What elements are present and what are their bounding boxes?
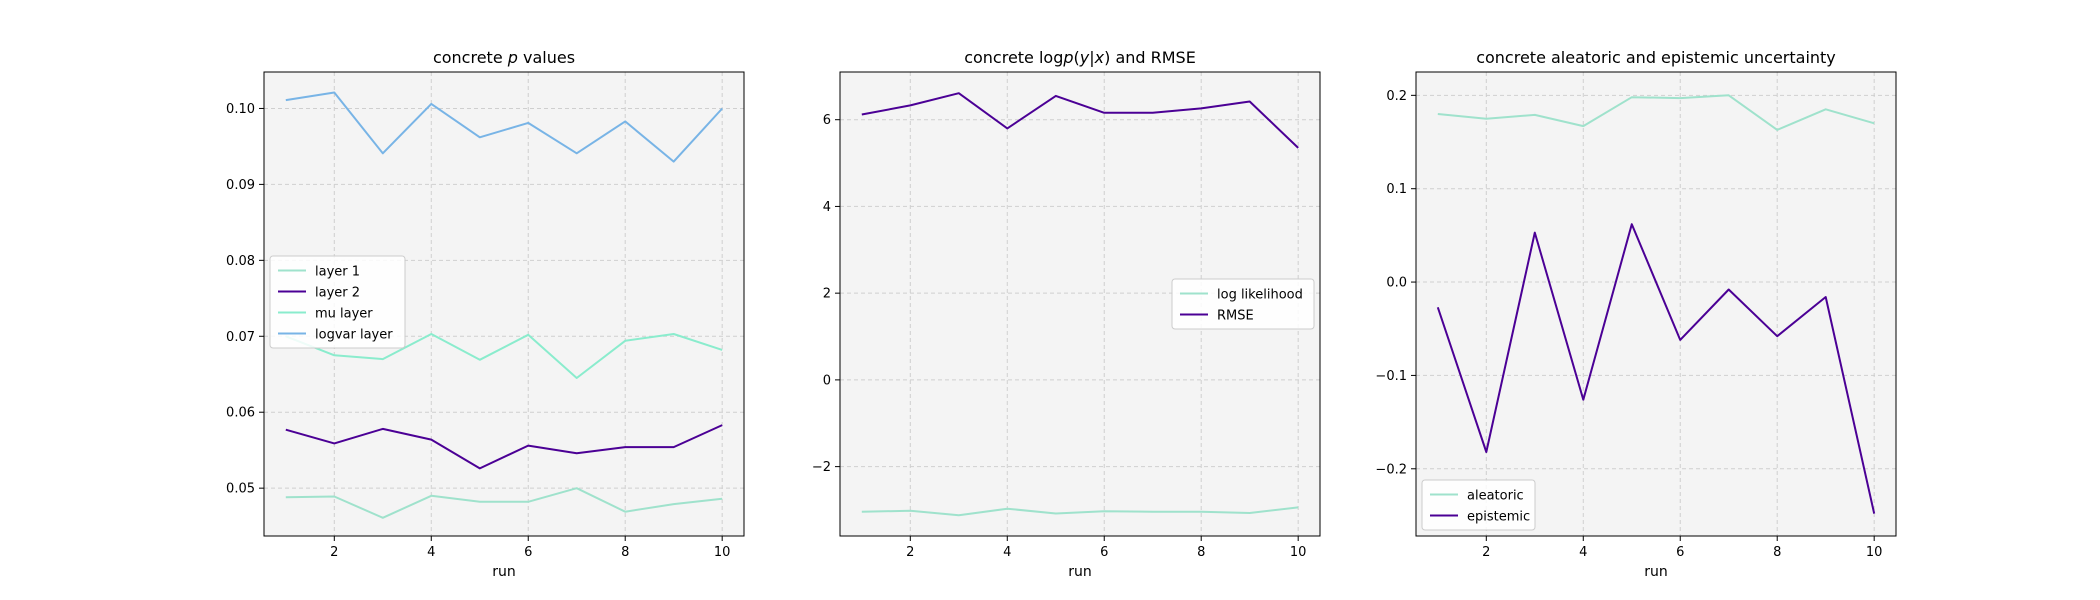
x-tick-label: 10 [714, 545, 731, 560]
x-tick-label: 6 [1100, 545, 1108, 560]
y-tick-label: −0.1 [1375, 369, 1407, 384]
axes-frame [839, 71, 1321, 537]
legend-box [1171, 278, 1315, 330]
x-axis-label: run [1068, 564, 1092, 580]
x-tick-label: 4 [427, 545, 435, 560]
legend-label: logvar layer [315, 328, 393, 343]
legend-box [1421, 479, 1536, 531]
y-tick-label: 0.07 [226, 330, 255, 345]
series-line-layer-2 [285, 424, 723, 470]
x-tick-label: 8 [621, 545, 629, 560]
x-tick-label: 4 [1579, 545, 1587, 560]
series-line-epistemic [1436, 223, 1876, 514]
x-axis-label: run [1644, 564, 1668, 580]
axes-frame [263, 71, 745, 537]
series-line-logvar-layer [285, 91, 723, 163]
x-tick-label: 2 [1482, 545, 1490, 560]
x-tick-label: 6 [524, 545, 532, 560]
x-tick-label: 4 [1003, 545, 1011, 560]
y-tick-label: 0.05 [226, 482, 255, 497]
y-tick-label: 0.0 [1386, 276, 1407, 291]
y-tick-label: 0.06 [226, 406, 255, 421]
x-tick-label: 10 [1290, 545, 1307, 560]
series-line-layer-1 [285, 487, 723, 519]
y-tick-label: 4 [823, 200, 831, 215]
series-line-aleatoric [1437, 94, 1875, 131]
legend-box [269, 255, 406, 349]
series-line-log-likelihood [861, 506, 1299, 517]
series-line-mu-layer [285, 333, 723, 379]
legend-label: layer 1 [315, 265, 360, 280]
y-tick-label: 0.08 [226, 254, 255, 269]
y-tick-label: −0.2 [1375, 462, 1407, 477]
legend: aleatoric epistemic [1421, 479, 1536, 531]
chart-panel-2: 2 4 6 8 10 −2 0 2 4 6 concrete logp(y|x) and RMSE r… [812, 48, 1321, 580]
y-tick-label: 0.1 [1386, 182, 1407, 197]
legend-label: aleatoric [1467, 489, 1524, 504]
chart-title: concrete p values [433, 48, 575, 67]
chart-panel-3: 2 4 6 8 10 −0.2 −0.1 0.0 0.1 0.2 concrete aleatori… [1375, 48, 1897, 580]
legend-label: RMSE [1217, 309, 1254, 324]
x-tick-label: 8 [1773, 545, 1781, 560]
series-line-RMSE [861, 92, 1299, 149]
legend-label: log likelihood [1217, 288, 1303, 303]
y-tick-label: −2 [812, 460, 831, 475]
y-tick-label: 6 [823, 113, 831, 128]
y-tick-label: 0 [823, 373, 831, 388]
y-tick-label: 0.09 [226, 178, 255, 193]
axes-frame [1415, 71, 1897, 537]
y-tick-label: 0.2 [1386, 89, 1407, 104]
x-axis-label: run [492, 564, 516, 580]
x-tick-label: 2 [330, 545, 338, 560]
y-tick-label: 0.10 [226, 102, 255, 117]
x-tick-label: 2 [906, 545, 914, 560]
y-tick-label: 2 [823, 287, 831, 302]
x-tick-label: 8 [1197, 545, 1205, 560]
x-tick-label: 6 [1676, 545, 1684, 560]
plot-area [1416, 72, 1896, 536]
legend-label: epistemic [1467, 510, 1530, 525]
chart-panel-1: 2 4 6 8 10 0.05 0.06 0.07 0.08 0.09 0.10 concrete p… [226, 48, 745, 580]
x-tick-label: 10 [1866, 545, 1883, 560]
chart-title: concrete aleatoric and epistemic uncerta… [1476, 48, 1836, 67]
chart-title: concrete logp(y|x) and RMSE [964, 48, 1196, 67]
legend: log likelihood RMSE [1171, 278, 1315, 330]
legend: layer 1 layer 2 mu layer logvar layer [269, 255, 406, 349]
legend-label: mu layer [315, 307, 373, 322]
legend-label: layer 2 [315, 286, 360, 301]
